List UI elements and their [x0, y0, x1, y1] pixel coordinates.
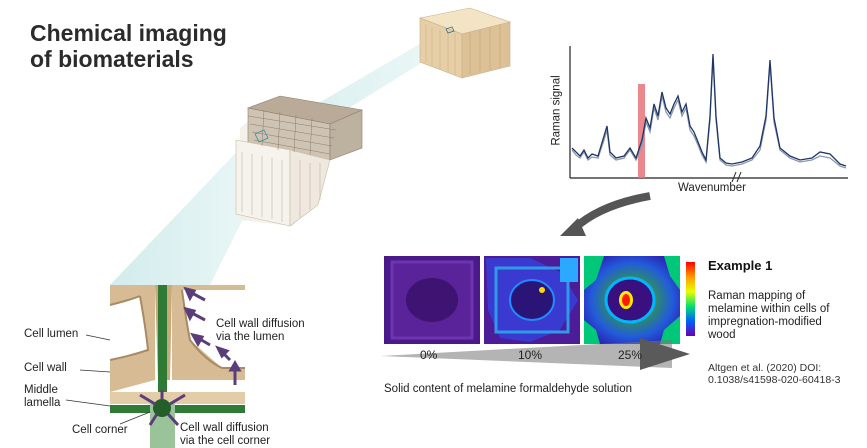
progression-arrow	[380, 338, 690, 370]
map-label-10: 10%	[518, 348, 543, 362]
spectrum-xlabel: Wavenumber	[678, 182, 746, 194]
spectrum-plot	[569, 46, 848, 183]
title-line-1: Chemical imaging	[30, 20, 227, 46]
raman-map-10	[484, 256, 580, 344]
title-line-2: of biomaterials	[30, 46, 194, 72]
example-title: Example 1	[708, 258, 773, 273]
example-ref-line1: Altgen et al. (2020) DOI:	[708, 362, 822, 374]
label-cell-lumen: Cell lumen	[24, 328, 79, 340]
raman-map-25	[584, 256, 680, 344]
axis-break-mark	[731, 171, 737, 183]
page-title: Chemical imaging of biomaterials	[30, 20, 227, 72]
curved-arrow-icon	[560, 192, 651, 236]
spectrum-line-1	[571, 53, 847, 167]
color-scale-bar	[686, 262, 695, 336]
raman-map-0	[384, 256, 480, 344]
diffusion-arrows	[139, 286, 242, 427]
label-middle-lamella: Middle lamella	[24, 384, 60, 410]
spectrum-ylabel: Raman signal	[550, 75, 563, 146]
map-label-0: 0%	[420, 348, 438, 362]
example-reference: Altgen et al. (2020) DOI: 0.1038/s41598-…	[708, 362, 841, 386]
label-diffusion-corner: Cell wall diffusion via the cell corner	[180, 422, 270, 448]
label-middle-lamella-line2: lamella	[24, 397, 61, 409]
spectrum-highlight	[638, 84, 645, 178]
leader-lines	[65, 334, 151, 425]
label-middle-lamella-line1: Middle	[24, 384, 58, 396]
label-diffusion-lumen-line2: via the lumen	[216, 331, 285, 343]
example-ref-line2: 0.1038/s41598-020-60418-3	[708, 374, 841, 386]
example-desc-line4: wood	[708, 329, 736, 341]
label-diffusion-lumen: Cell wall diffusion via the lumen	[216, 318, 305, 344]
example-desc-line2: melamine within cells of	[708, 303, 830, 315]
map-label-25: 25%	[618, 348, 643, 362]
label-diffusion-lumen-line1: Cell wall diffusion	[216, 318, 305, 330]
map-axis-label: Solid content of melamine formaldehyde s…	[384, 383, 633, 395]
cell-structure-block-icon	[235, 95, 364, 227]
zoom-beam-lower	[110, 140, 270, 285]
label-diffusion-corner-line2: via the cell corner	[180, 435, 271, 447]
example-description: Raman mapping of melamine within cells o…	[708, 290, 829, 342]
label-diffusion-corner-line1: Cell wall diffusion	[180, 422, 269, 434]
label-cell-corner: Cell corner	[72, 424, 128, 436]
example-desc-line3: impregnation-modified	[708, 316, 822, 328]
label-cell-wall: Cell wall	[24, 362, 67, 374]
wood-block-icon	[418, 7, 512, 79]
spectrum-line-2	[571, 57, 847, 169]
example-desc-line1: Raman mapping of	[708, 290, 806, 302]
